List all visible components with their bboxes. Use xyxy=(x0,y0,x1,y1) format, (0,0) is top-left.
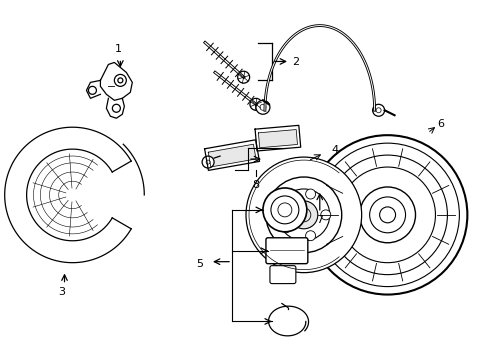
Circle shape xyxy=(307,135,467,294)
Text: 6: 6 xyxy=(437,119,444,129)
Circle shape xyxy=(202,156,214,168)
Text: 5: 5 xyxy=(196,259,203,269)
Circle shape xyxy=(372,104,384,116)
Circle shape xyxy=(320,210,330,220)
Circle shape xyxy=(289,201,317,229)
Text: 7: 7 xyxy=(315,215,322,225)
FancyBboxPatch shape xyxy=(265,238,307,264)
Text: 4: 4 xyxy=(331,145,338,155)
Circle shape xyxy=(270,196,298,224)
FancyBboxPatch shape xyxy=(269,266,295,284)
Text: 2: 2 xyxy=(291,58,298,67)
Circle shape xyxy=(265,177,341,253)
Circle shape xyxy=(281,223,290,233)
Text: 1: 1 xyxy=(114,45,121,54)
Text: 8: 8 xyxy=(251,180,259,190)
Circle shape xyxy=(263,188,306,232)
Circle shape xyxy=(305,189,315,199)
Circle shape xyxy=(305,231,315,241)
Polygon shape xyxy=(208,144,256,167)
Circle shape xyxy=(249,98,262,110)
Text: 3: 3 xyxy=(59,287,65,297)
Circle shape xyxy=(237,71,249,83)
Circle shape xyxy=(277,189,329,241)
Circle shape xyxy=(245,157,361,273)
Circle shape xyxy=(255,100,269,114)
Polygon shape xyxy=(258,130,297,148)
Circle shape xyxy=(281,197,290,207)
